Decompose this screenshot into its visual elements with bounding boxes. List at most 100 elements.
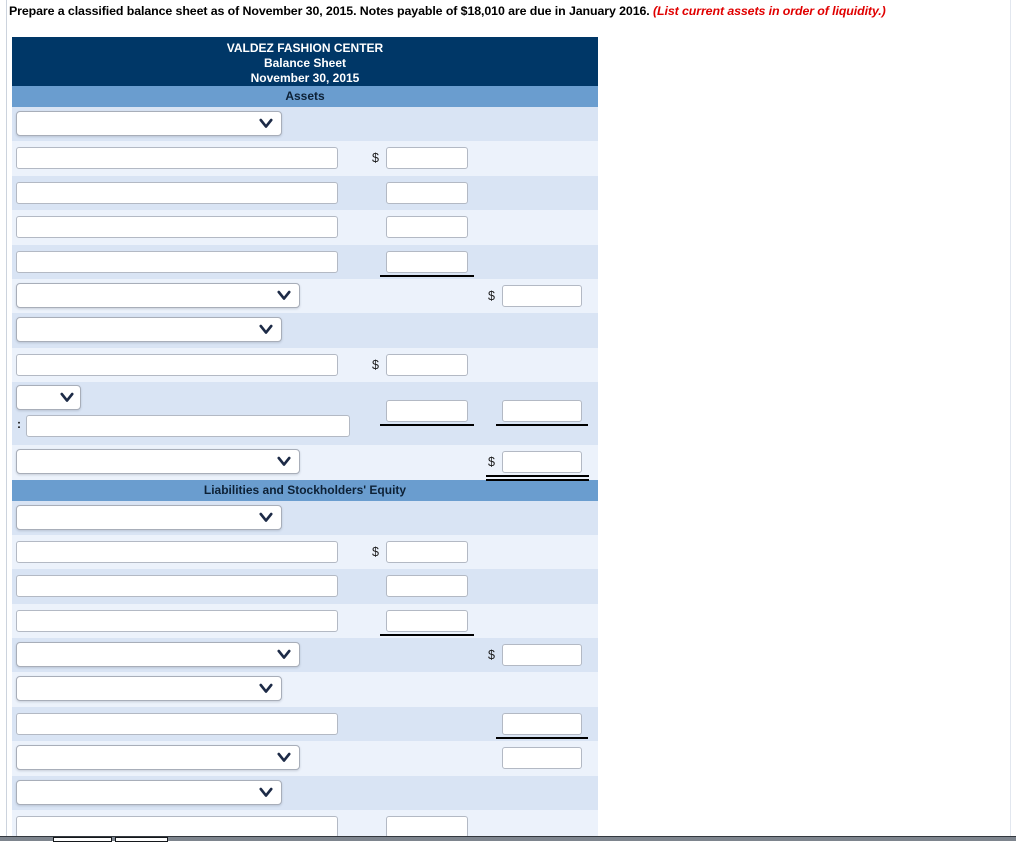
subtotal-rule-single — [496, 736, 588, 739]
amount-cell — [386, 216, 468, 239]
balance-sheet-row — [12, 500, 598, 535]
amount-input[interactable] — [502, 644, 582, 667]
amount-cell — [502, 747, 582, 770]
classification-select-control[interactable] — [16, 449, 300, 475]
amount-input[interactable] — [386, 400, 468, 423]
balance-sheet-row — [12, 107, 598, 142]
account-title-input[interactable] — [16, 353, 338, 376]
statement-title-block: VALDEZ FASHION CENTER Balance Sheet Nove… — [12, 37, 598, 86]
classification-select-control[interactable] — [16, 745, 300, 771]
balance-sheet-row — [12, 313, 598, 348]
amount-input[interactable] — [502, 284, 582, 307]
account-title-input[interactable] — [16, 216, 338, 239]
balance-sheet-row: $ — [12, 347, 598, 383]
amount-input[interactable] — [502, 747, 582, 770]
account-title-input[interactable] — [16, 575, 338, 598]
balance-sheet-row — [12, 244, 598, 279]
balance-sheet-row: $ — [12, 534, 598, 570]
amount-cell: $ — [372, 540, 468, 563]
amount-cell: $ — [372, 353, 468, 376]
balance-sheet-row — [12, 210, 598, 245]
amount-input[interactable] — [502, 400, 582, 423]
balance-sheet-row — [12, 569, 598, 604]
classification-select-control[interactable] — [16, 317, 282, 343]
account-title-input[interactable] — [16, 712, 338, 735]
dollar-sign: $ — [488, 455, 495, 470]
amount-input[interactable] — [386, 216, 468, 239]
dollar-sign: $ — [372, 357, 379, 372]
classification-select — [16, 449, 300, 475]
classification-select-control[interactable] — [16, 779, 282, 805]
amount-input[interactable] — [386, 181, 468, 204]
cutoff-element — [53, 837, 112, 842]
dollar-sign: $ — [488, 648, 495, 663]
classification-select — [16, 676, 282, 702]
less-detail-input[interactable] — [26, 415, 350, 438]
account-title-input[interactable] — [16, 609, 338, 632]
balance-sheet-row: : — [12, 382, 598, 446]
dollar-sign: $ — [372, 544, 379, 559]
amount-cell: $ — [488, 284, 582, 307]
amount-cell — [380, 609, 474, 636]
account-title-input[interactable] — [16, 147, 338, 170]
amount-cell — [386, 575, 468, 598]
page-left-border — [6, 0, 7, 841]
less-select — [16, 385, 81, 411]
less-select-control[interactable] — [16, 385, 81, 411]
classification-select-control[interactable] — [16, 642, 300, 668]
subtotal-rule-single — [380, 633, 474, 636]
instruction-emphasis: (List current assets in order of liquidi… — [652, 4, 886, 18]
subtotal-rule-single — [380, 424, 474, 427]
amount-input[interactable] — [386, 609, 468, 632]
classification-select — [16, 504, 282, 530]
company-name: VALDEZ FASHION CENTER — [226, 41, 384, 55]
account-title-input[interactable] — [16, 540, 338, 563]
classification-select — [16, 779, 282, 805]
balance-sheet-row — [12, 706, 598, 742]
problem-instruction: Prepare a classified balance sheet as of… — [9, 4, 1009, 18]
amount-input[interactable] — [386, 353, 468, 376]
assets-section-header: Assets — [12, 86, 598, 107]
balance-sheet-row: $ — [12, 445, 598, 481]
viewport-cutoff-bar — [0, 836, 1016, 842]
account-title-input[interactable] — [16, 181, 338, 204]
classification-select — [16, 642, 300, 668]
amount-cell: $ — [488, 644, 582, 667]
liabilities-section-header: Liabilities and Stockholders' Equity — [12, 479, 598, 501]
amount-cell — [380, 250, 474, 277]
amount-cell — [386, 181, 468, 204]
subtotal-rule-single — [496, 424, 588, 427]
assets-rows: $ $ $: $ — [12, 107, 598, 481]
classification-select-control[interactable] — [16, 111, 282, 136]
account-title-input[interactable] — [16, 816, 338, 839]
total-rule-double — [486, 479, 589, 481]
instruction-text: Prepare a classified balance sheet as of… — [9, 4, 653, 18]
amount-input[interactable] — [386, 250, 468, 273]
classification-select-control[interactable] — [16, 504, 282, 530]
amount-cell — [496, 400, 588, 427]
amount-cell: $ — [486, 451, 589, 481]
balance-sheet-row — [12, 672, 598, 707]
classification-select-control[interactable] — [16, 282, 300, 308]
balance-sheet-row — [12, 175, 598, 211]
less-separator-colon: : — [17, 417, 21, 432]
account-title-input[interactable] — [16, 250, 338, 273]
balance-sheet-row: $ — [12, 278, 598, 314]
amount-input[interactable] — [502, 712, 582, 735]
amount-cell — [380, 400, 474, 427]
classification-select — [16, 111, 282, 136]
amount-input[interactable] — [386, 575, 468, 598]
amount-input[interactable] — [502, 451, 582, 474]
balance-sheet-row — [12, 775, 598, 811]
dollar-sign: $ — [488, 288, 495, 303]
amount-input[interactable] — [386, 816, 468, 839]
amount-input[interactable] — [386, 147, 468, 170]
classification-select — [16, 282, 300, 308]
amount-cell — [386, 816, 468, 839]
amount-input[interactable] — [386, 540, 468, 563]
total-rule-double — [486, 475, 589, 477]
classification-select-control[interactable] — [16, 676, 282, 702]
liabilities-rows: $ $ — [12, 500, 598, 841]
subtotal-rule-single — [380, 274, 474, 277]
amount-cell: $ — [372, 147, 468, 170]
